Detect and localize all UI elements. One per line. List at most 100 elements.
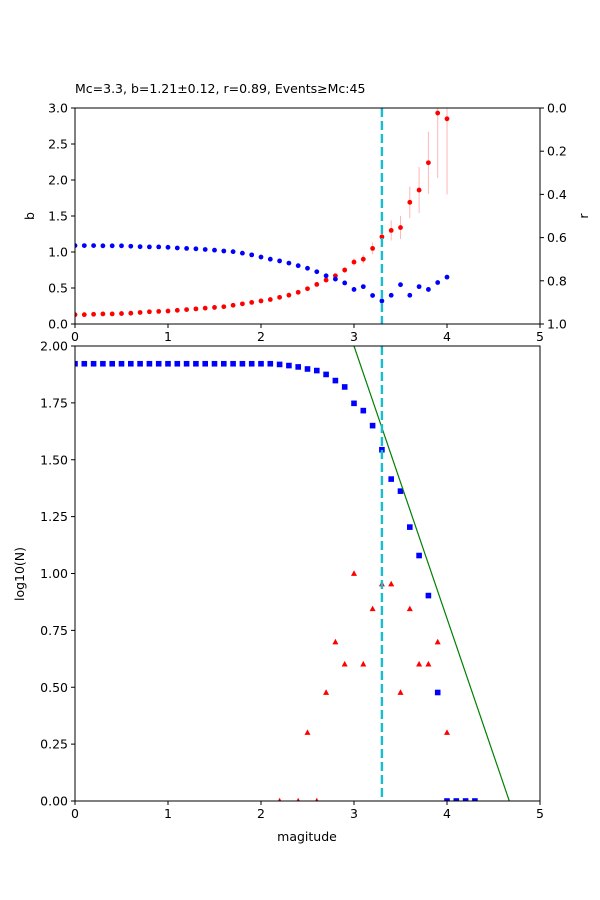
top-x-tick-label: 0 xyxy=(71,329,79,344)
noncumulative-count-point xyxy=(369,605,376,612)
b-value-point xyxy=(109,311,115,317)
r-value-point xyxy=(398,282,403,288)
r-value-point xyxy=(323,273,329,279)
cumulative-count-point xyxy=(165,360,171,367)
b-value-point xyxy=(351,259,357,265)
bottom-plot-area: 0 1 2 3 4 5 0.00 0.25 0.50 0.75 1.00 1.25 1.50 1.75 2.… xyxy=(40,339,544,822)
bottom-y-tick-label: 0.50 xyxy=(40,680,68,695)
r-value-point xyxy=(305,265,310,271)
top-y2-tick-label: 0.2 xyxy=(547,144,567,159)
r-value-point xyxy=(165,244,171,250)
r-value-point xyxy=(333,276,338,282)
b-value-point xyxy=(295,289,301,295)
bottom-y-tick-label: 2.00 xyxy=(40,339,68,354)
noncumulative-count-point xyxy=(341,660,348,667)
top-x-tick-label: 2 xyxy=(257,329,265,344)
top-y-tick-label: 0.5 xyxy=(48,281,68,296)
cumulative-count-point xyxy=(407,524,413,530)
b-value-point xyxy=(407,199,413,205)
cumulative-count-point xyxy=(360,407,367,414)
bottom-y-tick-label: 0.75 xyxy=(40,623,68,638)
bottom-y-tick-label: 1.50 xyxy=(40,452,68,467)
r-value-point xyxy=(388,292,394,298)
r-value-point xyxy=(426,287,431,292)
top-y2-tick-label: 1.0 xyxy=(547,317,567,332)
bottom-x-tick-label: 0 xyxy=(71,806,79,821)
cumulative-count-point xyxy=(379,446,385,453)
b-value-point xyxy=(128,310,134,316)
cumulative-count-point xyxy=(155,360,162,367)
bottom-y-tick-label: 1.25 xyxy=(40,509,68,524)
cumulative-count-point xyxy=(90,360,97,367)
b-value-point xyxy=(370,246,375,251)
cumulative-count-point xyxy=(174,360,181,367)
noncumulative-count-point xyxy=(360,660,367,667)
r-value-point xyxy=(202,247,208,252)
b-value-point xyxy=(333,273,338,279)
cumulative-count-point xyxy=(230,360,236,367)
r-value-point xyxy=(249,252,255,258)
r-value-point xyxy=(444,274,450,280)
top-y-tick-label: 3.0 xyxy=(48,101,68,116)
b-value-point xyxy=(202,305,208,311)
b-value-point xyxy=(212,305,217,310)
b-value-point xyxy=(193,306,199,312)
b-value-point xyxy=(91,311,96,317)
b-value-point xyxy=(100,311,106,317)
r-value-point xyxy=(100,243,106,249)
b-value-point xyxy=(286,292,292,298)
cumulative-count-point xyxy=(369,422,376,429)
b-value-point xyxy=(184,307,190,312)
b-value-point xyxy=(323,277,329,283)
cumulative-count-point xyxy=(351,400,357,407)
b-value-point xyxy=(314,282,320,287)
top-x-tick-label: 4 xyxy=(443,329,451,344)
b-value-point xyxy=(137,310,143,315)
r-value-point xyxy=(295,263,301,269)
r-value-point xyxy=(342,280,348,286)
r-value-point xyxy=(137,244,143,250)
r-value-point xyxy=(156,244,162,250)
cumulative-count-point xyxy=(221,360,227,367)
b-value-point xyxy=(165,308,171,314)
top-panel-frame xyxy=(74,107,541,325)
r-value-point xyxy=(277,258,282,264)
r-value-point xyxy=(416,284,422,290)
r-value-point xyxy=(314,269,320,275)
r-value-point xyxy=(193,246,199,252)
cumulative-count-point xyxy=(314,367,320,374)
b-value-point xyxy=(277,294,282,300)
r-value-point xyxy=(212,247,217,253)
r-value-point xyxy=(221,248,227,254)
top-y2-axis-label: r xyxy=(576,213,591,219)
cumulative-count-point xyxy=(100,360,106,367)
b-value-point xyxy=(119,311,124,316)
cumulative-count-point xyxy=(416,552,422,559)
gr-fit-line xyxy=(353,346,510,801)
r-value-point xyxy=(360,284,366,290)
b-value-point xyxy=(156,309,162,314)
r-value-point xyxy=(174,245,180,251)
r-value-point xyxy=(267,256,273,262)
r-value-point xyxy=(147,244,152,250)
b-value-point xyxy=(240,301,245,307)
noncumulative-count-point xyxy=(434,638,441,645)
top-y-tick-label: 0.0 xyxy=(48,317,68,332)
r-value-point xyxy=(407,292,413,298)
b-value-point xyxy=(435,110,441,116)
cumulative-count-point xyxy=(276,361,283,368)
r-value-point xyxy=(119,243,124,249)
noncumulative-count-point xyxy=(277,797,282,801)
b-value-point xyxy=(426,160,431,166)
top-x-tick-label: 3 xyxy=(350,329,358,344)
r-value-point xyxy=(81,243,87,248)
cumulative-count-point xyxy=(258,360,264,367)
b-value-point xyxy=(75,312,78,318)
b-value-point xyxy=(388,228,394,233)
top-y-tick-label: 1.5 xyxy=(48,209,68,224)
cumulative-count-point xyxy=(137,360,143,367)
r-value-point xyxy=(109,243,115,249)
top-y2-tick-label: 0.0 xyxy=(547,101,567,116)
